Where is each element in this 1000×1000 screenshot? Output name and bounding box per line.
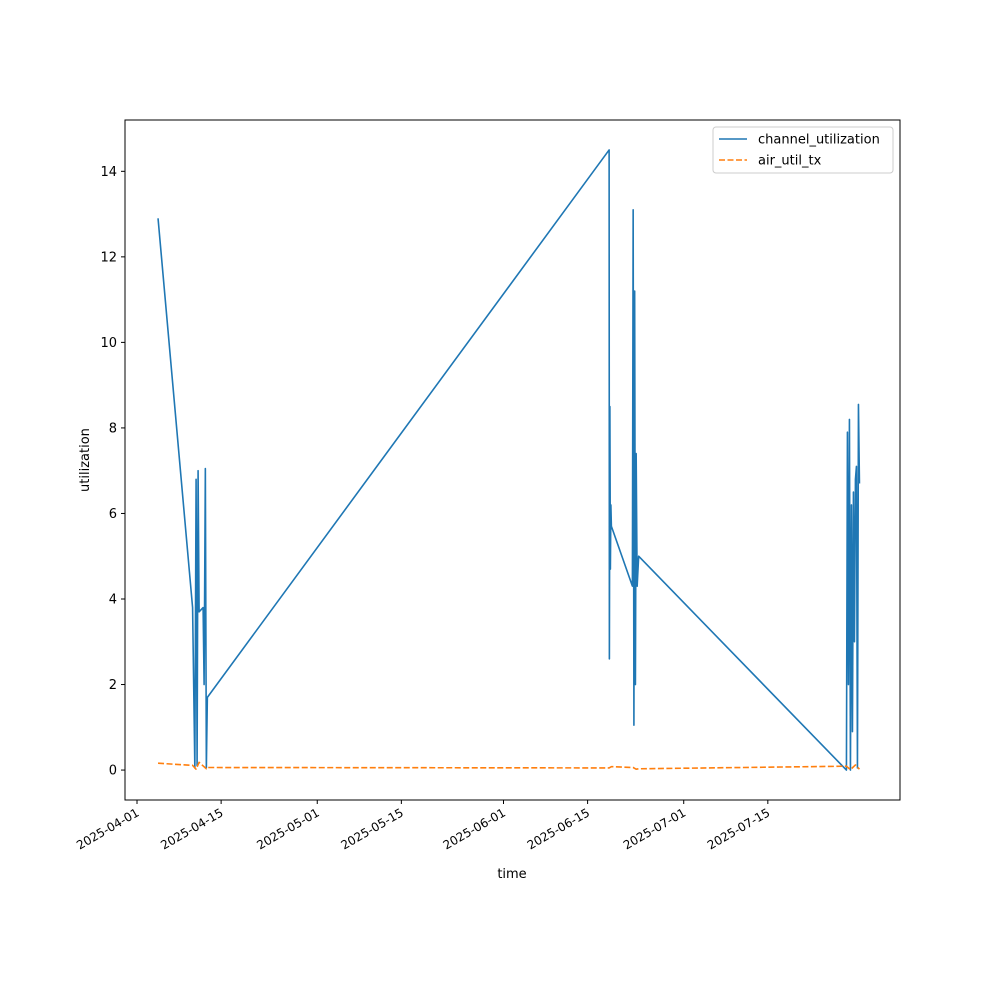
legend-label-air-util-tx: air_util_tx xyxy=(758,154,822,169)
x-tick-label: 2025-07-01 xyxy=(621,805,688,852)
x-tick-label: 2025-04-15 xyxy=(158,805,225,852)
y-tick-label: 10 xyxy=(100,336,117,351)
x-tick-label: 2025-06-15 xyxy=(525,805,592,852)
y-tick-label: 6 xyxy=(109,507,117,522)
x-tick-label: 2025-05-15 xyxy=(338,805,405,852)
x-tick-label: 2025-04-01 xyxy=(74,805,141,852)
series-line-channel-utilization xyxy=(157,149,861,771)
x-tick-label: 2025-07-15 xyxy=(705,805,772,852)
legend-box xyxy=(712,126,894,174)
series-line-air-util-tx xyxy=(157,761,861,771)
series-layer xyxy=(157,149,861,771)
x-tick-label: 2025-06-01 xyxy=(441,805,508,852)
plot-frame xyxy=(124,119,901,801)
y-tick-label: 12 xyxy=(100,250,117,265)
y-axis-label: utilization xyxy=(78,428,93,492)
y-tick-label: 4 xyxy=(109,592,117,607)
x-axis-label: time xyxy=(497,867,526,882)
y-tick-label: 2 xyxy=(109,678,117,693)
y-tick-label: 14 xyxy=(100,165,117,180)
plot-area xyxy=(124,119,901,801)
x-axis: 2025-04-01 2025-04-15 2025-05-01 2025-05-15… xyxy=(74,800,772,852)
legend: channel_utilization air_util_tx xyxy=(712,126,894,174)
legend-label-channel-utilization: channel_utilization xyxy=(758,133,880,148)
x-tick-label: 2025-05-01 xyxy=(254,805,321,852)
y-tick-label: 0 xyxy=(109,764,117,779)
y-axis: 0 2 4 6 8 10 12 14 xyxy=(100,165,125,779)
y-tick-label: 8 xyxy=(109,421,117,436)
